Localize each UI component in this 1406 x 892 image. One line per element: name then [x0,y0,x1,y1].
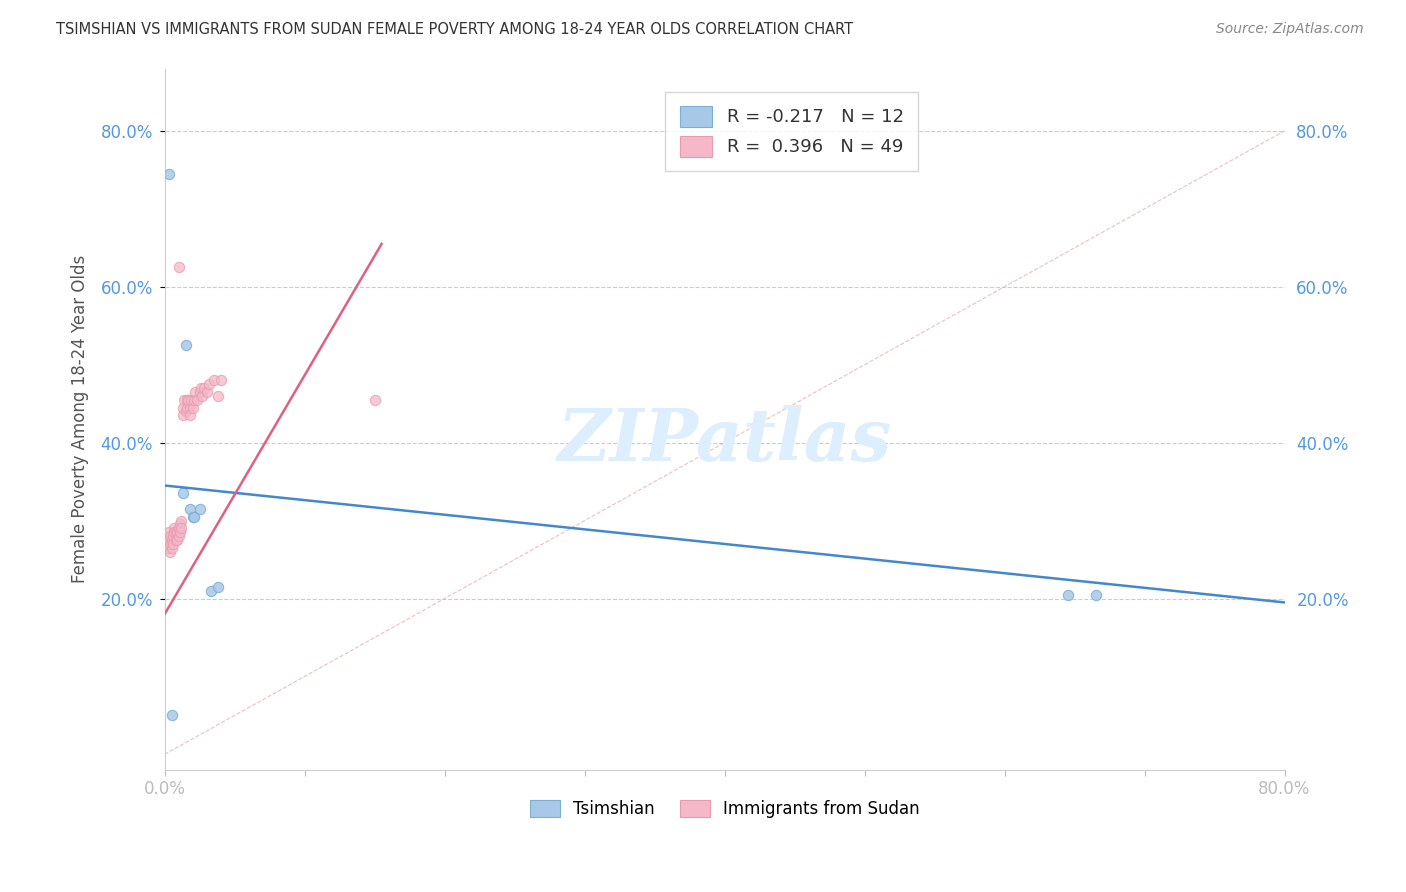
Point [160,541,183,555]
Point [162,537,184,551]
Point [363,392,385,407]
Legend: Tsimshian, Immigrants from Sudan: Tsimshian, Immigrants from Sudan [523,793,927,825]
Point [165,533,187,547]
Point [207,389,229,403]
Point [163,525,186,540]
Point [160,533,183,547]
Point [176,392,198,407]
Point [179,409,201,423]
Point [166,525,188,540]
Point [193,381,215,395]
Text: ZIPatlas: ZIPatlas [558,405,891,475]
Point [167,529,190,543]
Point [167,260,190,275]
Point [167,521,190,535]
Point [157,541,180,555]
Point [179,401,201,415]
Point [1056,588,1078,602]
Point [163,521,186,535]
Point [176,401,198,415]
Point [177,392,200,407]
Point [172,409,194,423]
Point [159,545,181,559]
Point [200,583,222,598]
Point [207,580,229,594]
Point [181,509,204,524]
Point [174,404,197,418]
Point [159,529,181,543]
Point [157,533,180,547]
Point [184,384,207,399]
Point [170,514,193,528]
Point [159,537,181,551]
Point [188,384,211,399]
Point [188,502,211,516]
Point [169,517,191,532]
Point [173,392,195,407]
Point [179,502,201,516]
Point [165,525,187,540]
Point [209,373,232,387]
Point [174,338,197,352]
Point [186,392,208,407]
Point [195,384,218,399]
Point [157,525,180,540]
Point [156,533,179,547]
Point [172,401,194,415]
Point [181,401,204,415]
Point [162,529,184,543]
Point [160,708,183,723]
Point [180,392,202,407]
Text: TSIMSHIAN VS IMMIGRANTS FROM SUDAN FEMALE POVERTY AMONG 18-24 YEAR OLDS CORRELAT: TSIMSHIAN VS IMMIGRANTS FROM SUDAN FEMAL… [56,22,853,37]
Point [169,525,191,540]
Point [183,392,205,407]
Point [166,533,188,547]
Point [156,541,179,555]
Point [1084,588,1107,602]
Point [157,167,180,181]
Y-axis label: Female Poverty Among 18-24 Year Olds: Female Poverty Among 18-24 Year Olds [72,255,89,583]
Point [198,377,221,392]
Point [202,373,225,387]
Point [172,486,194,500]
Point [183,509,205,524]
Point [191,389,214,403]
Text: Source: ZipAtlas.com: Source: ZipAtlas.com [1216,22,1364,37]
Point [190,381,212,395]
Point [170,521,193,535]
